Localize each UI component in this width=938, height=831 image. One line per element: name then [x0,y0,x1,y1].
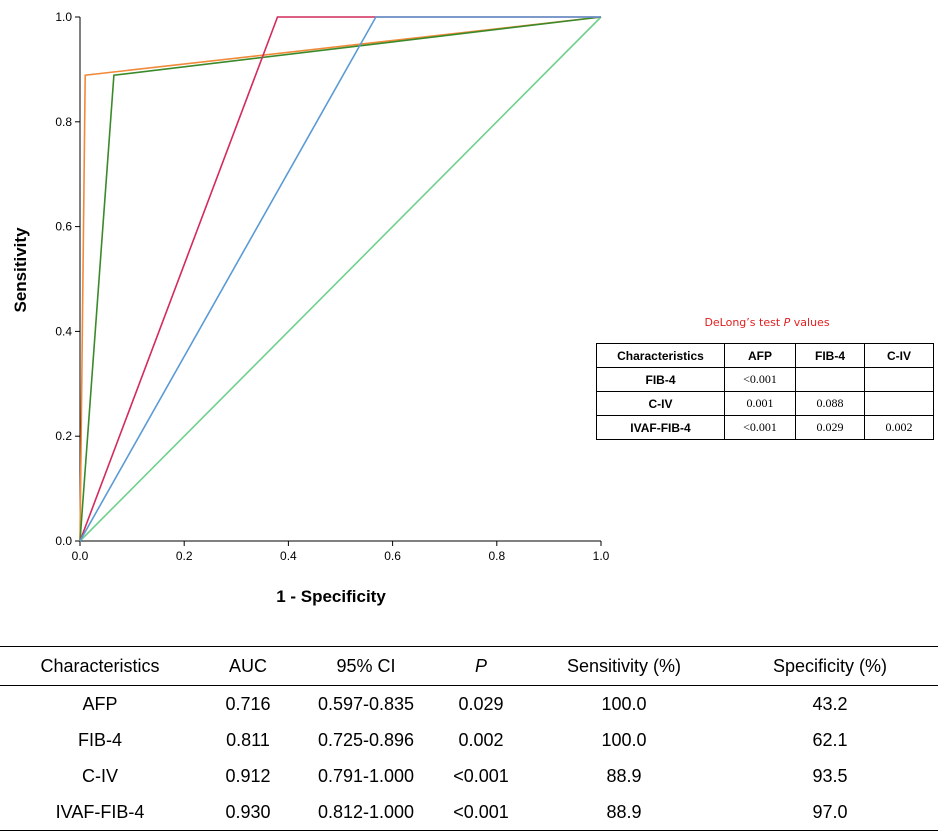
summary-header-cell: AUC [200,646,296,686]
summary-cell: 97.0 [722,794,938,831]
summary-cell: 0.597-0.835 [317,693,415,714]
delong-row: IVAF-FIB-4 <0.001 0.029 0.002 [596,415,934,440]
summary-cell: C-IV [82,765,118,786]
summary-cell: 0.725-0.896 [317,729,415,750]
delong-row: C-IV 0.001 0.088 [596,391,934,416]
x-axis-title: 1 - Specificity [276,587,386,606]
summary-cell: 0.029 [458,693,504,714]
x-tick-label: 0.0 [72,549,89,563]
summary-row: FIB-4 0.811 0.725-0.896 0.002 100.0 62.1 [0,722,938,758]
series-line-ivaf-fib-4 [79,16,602,542]
summary-cell: IVAF-FIB-4 [0,794,200,831]
delong-cell [864,391,934,416]
summary-row: IVAF-FIB-4 0.930 0.812-1.000 <0.001 88.9… [0,794,938,831]
summary-header-cell: 95% CI [296,646,436,686]
delong-pvalue-table: Characteristics AFP FIB-4 C-IV FIB-4 <0.… [596,343,934,440]
summary-cell: 0.791-1.000 [317,765,415,786]
delong-row-label: FIB-4 [596,367,725,392]
delong-cell: <0.001 [724,415,796,440]
delong-cell [864,367,934,392]
delong-cell: 0.029 [795,415,865,440]
roc-chart: 0.0 0.2 0.4 0.6 0.8 1.0 0.0 0.2 0.4 0.6 0.8 1.0 1 -… [11,10,610,606]
series-line-c-iv [79,16,602,542]
delong-header-cell: C-IV [864,343,934,368]
summary-cell: 88.9 [526,794,722,831]
delong-cell: 0.002 [864,415,934,440]
delong-caption-p: P [783,316,791,329]
summary-cell: <0.001 [453,765,509,786]
x-tick-label: 0.2 [176,549,193,563]
x-tick-label: 0.8 [488,549,505,563]
summary-cell: 43.2 [812,693,848,714]
summary-cell: AFP [82,693,118,714]
series-line-reference-line [79,16,602,542]
delong-caption-suffix: values [790,316,830,329]
x-tick-label: 0.4 [280,549,297,563]
summary-row: AFP 0.716 0.597-0.835 0.029 100.0 43.2 [0,686,938,723]
summary-cell: 100.0 [601,693,647,714]
summary-cell: 0.812-1.000 [296,794,436,831]
y-tick-label: 0.8 [55,115,72,129]
delong-header-cell: FIB-4 [795,343,865,368]
delong-caption: DeLong’s test P values [598,316,936,329]
summary-cell: 0.811 [226,729,270,750]
y-tick-label: 0.4 [55,324,72,338]
summary-header-cell: Specificity (%) [722,646,938,686]
summary-cell: 0.912 [225,765,271,786]
summary-header-cell: Characteristics [0,646,200,686]
delong-cell [795,367,865,392]
summary-cell: 0.930 [200,794,296,831]
summary-cell: 93.5 [812,765,848,786]
delong-header-cell: Characteristics [596,343,725,368]
delong-row-label: C-IV [596,391,725,416]
axis-ticks: 0.0 0.2 0.4 0.6 0.8 1.0 0.0 0.2 0.4 0.6 0.8 1.0 [55,10,609,563]
summary-cell: 88.9 [606,765,642,786]
summary-cell: 0.002 [458,729,504,750]
delong-row: FIB-4 <0.001 [596,367,934,392]
delong-header-cell: AFP [724,343,796,368]
series-line-afp2 [79,16,601,542]
y-axis-title: Sensitivity [11,227,30,313]
summary-cell: 0.716 [225,693,271,714]
y-tick-label: 0.2 [55,429,72,443]
delong-row-label: IVAF-FIB-4 [596,415,725,440]
summary-cell: <0.001 [436,794,526,831]
summary-cell: 100.0 [601,729,647,750]
summary-header-cell: P [436,646,526,686]
delong-header-row: Characteristics AFP FIB-4 C-IV [596,343,934,368]
summary-cell: FIB-4 [77,729,122,750]
delong-cell: <0.001 [724,367,796,392]
x-tick-label: 1.0 [593,549,610,563]
roc-summary-table: Characteristics AUC 95% CI P Sensitivity… [0,646,938,831]
delong-caption-prefix: DeLong’s test [704,316,784,329]
summary-header-cell: Sensitivity (%) [526,646,722,686]
summary-header-row: Characteristics AUC 95% CI P Sensitivity… [0,646,938,686]
delong-cell: 0.088 [795,391,865,416]
roc-series-lines [79,16,602,542]
summary-row: C-IV 0.912 0.791-1.000 <0.001 88.9 93.5 [0,758,938,794]
x-tick-label: 0.6 [384,549,401,563]
chart-axes [79,17,601,542]
y-tick-label: 0.6 [55,220,72,234]
y-tick-label: 1.0 [55,10,72,24]
y-tick-label: 0.0 [55,534,72,548]
delong-cell: 0.001 [724,391,796,416]
summary-cell: 62.1 [812,729,848,750]
